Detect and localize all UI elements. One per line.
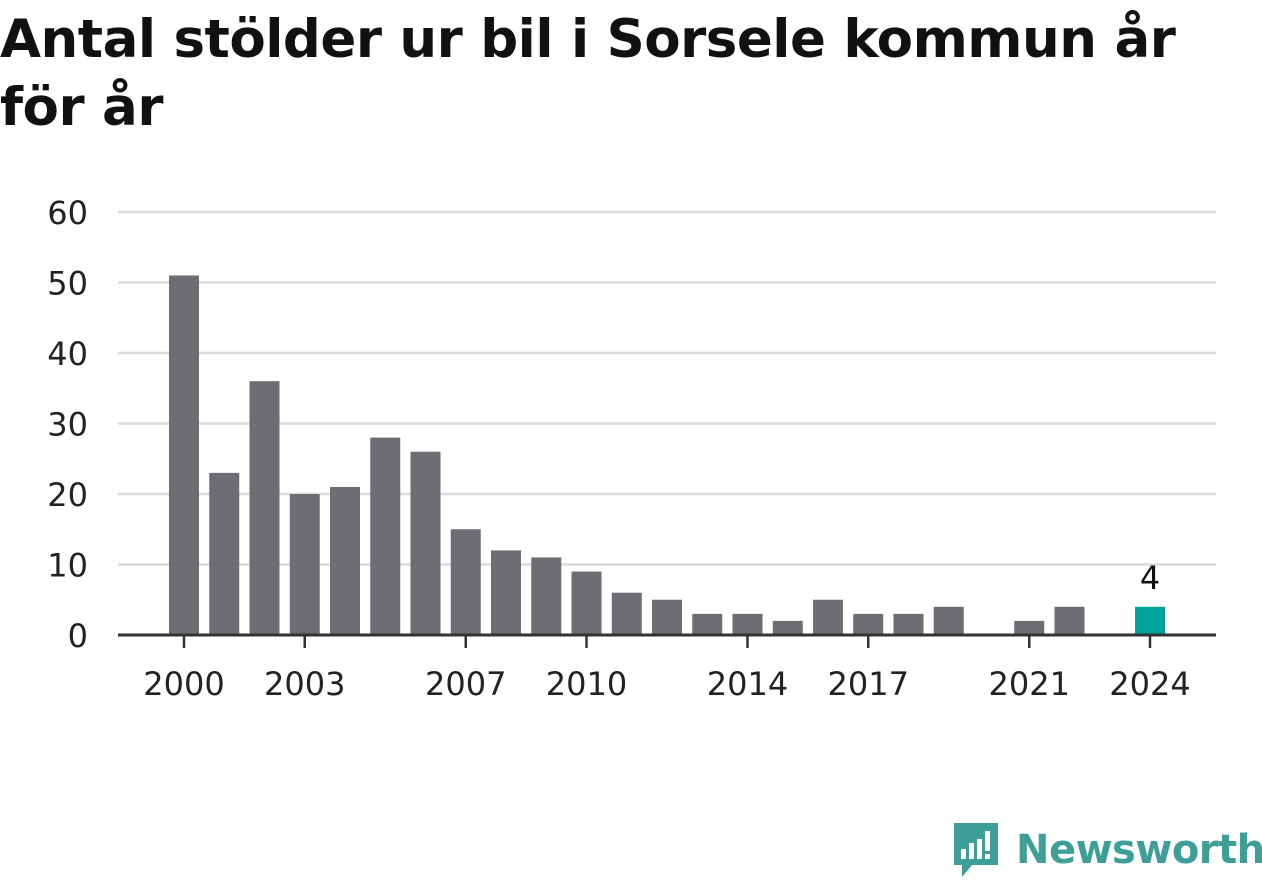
bar xyxy=(450,529,481,635)
bar xyxy=(772,620,803,635)
bar xyxy=(249,381,280,635)
bar xyxy=(1135,606,1165,635)
y-tick-label: 60 xyxy=(47,194,88,232)
bar xyxy=(893,613,924,635)
bar xyxy=(692,613,723,635)
bar xyxy=(410,451,441,635)
bar xyxy=(491,550,521,635)
brand-logo: Newsworthy xyxy=(950,818,1262,882)
y-tick-label: 40 xyxy=(47,335,88,373)
x-tick-label: 2021 xyxy=(989,665,1070,703)
bar xyxy=(531,557,562,635)
y-tick-label: 0 xyxy=(68,617,88,655)
x-tick-label: 2010 xyxy=(546,665,627,703)
bar xyxy=(611,592,642,635)
x-tick-label: 2024 xyxy=(1109,665,1190,703)
x-tick-label: 2003 xyxy=(264,665,345,703)
bar xyxy=(1014,620,1045,635)
y-tick-label: 30 xyxy=(47,406,88,444)
bar xyxy=(732,613,763,635)
bar xyxy=(853,613,884,635)
y-tick-label: 10 xyxy=(47,547,88,585)
bar xyxy=(813,599,843,635)
bar xyxy=(370,437,401,635)
x-tick-label: 2014 xyxy=(707,665,788,703)
bar xyxy=(209,472,240,635)
x-tick-label: 2017 xyxy=(828,665,909,703)
x-tick-label: 2007 xyxy=(425,665,506,703)
y-tick-label: 50 xyxy=(47,265,88,303)
bar xyxy=(1054,606,1085,635)
y-tick-label: 20 xyxy=(47,476,88,514)
chart-title: Antal stölder ur bil i Sorsele kommun år… xyxy=(0,9,1176,138)
data-label: 4 xyxy=(1140,559,1160,597)
bar xyxy=(330,486,360,635)
newsworthy-logo-icon xyxy=(954,823,998,877)
bar xyxy=(169,275,199,635)
brand-name: Newsworthy xyxy=(1016,827,1262,873)
x-tick-label: 2000 xyxy=(143,665,224,703)
bar xyxy=(289,494,320,635)
bar xyxy=(933,606,964,635)
bar xyxy=(571,571,602,635)
bar xyxy=(652,599,682,635)
